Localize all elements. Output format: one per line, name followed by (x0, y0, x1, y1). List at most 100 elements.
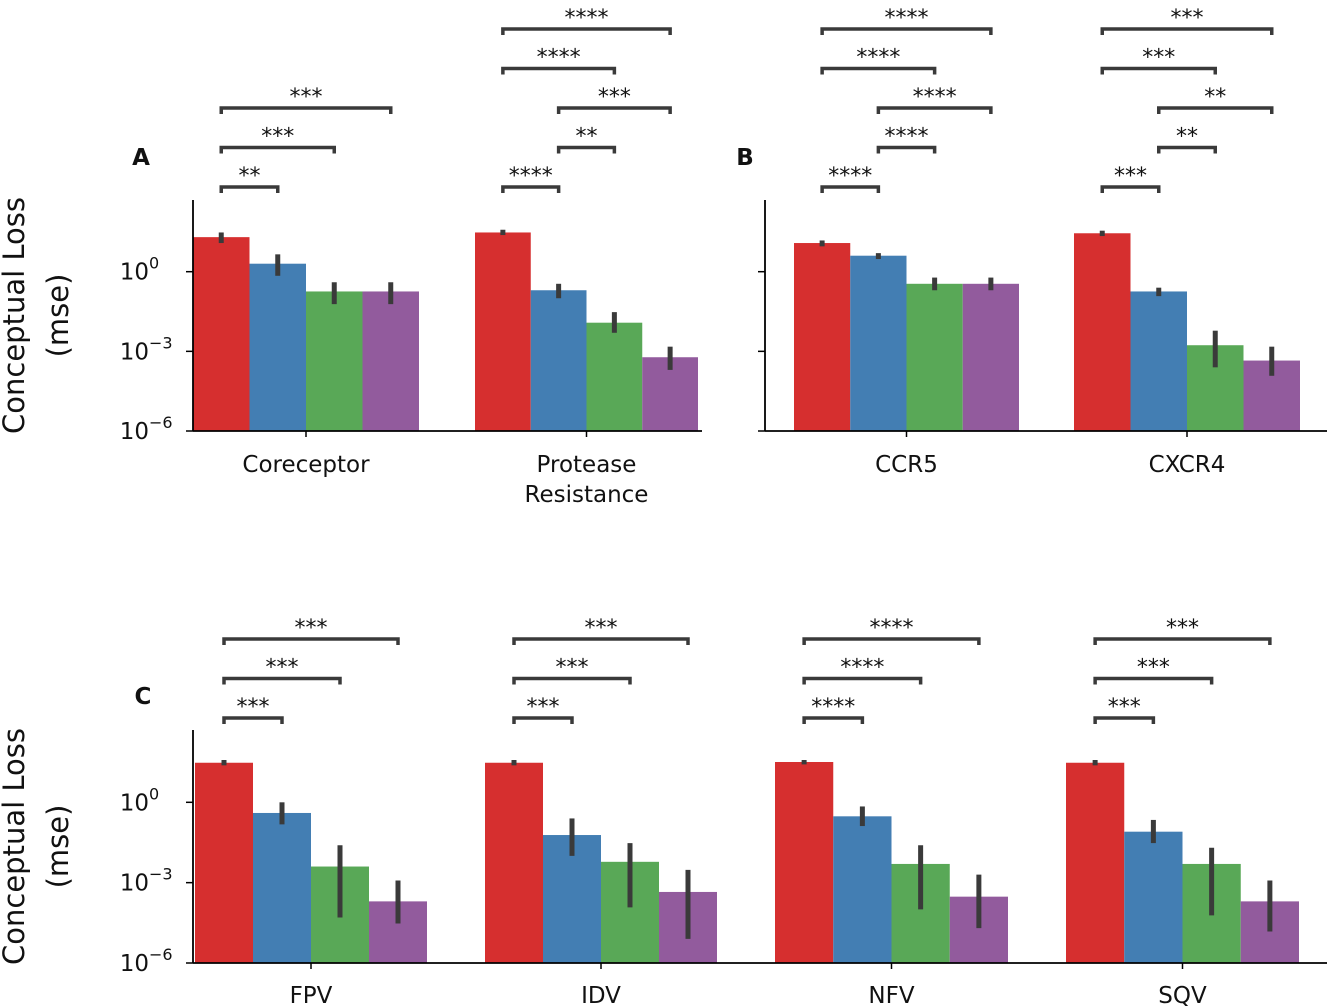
bar (193, 237, 250, 431)
bracket-line (802, 637, 981, 645)
significance-label: **** (537, 46, 581, 71)
significance-label: **** (885, 6, 929, 31)
significance-label: *** (1171, 6, 1204, 31)
significance-label: **** (509, 164, 553, 189)
significance-bracket: **** (501, 6, 672, 35)
significance-bracket: **** (802, 656, 923, 685)
significance-label: *** (295, 616, 328, 641)
bar (1074, 233, 1131, 431)
category-label: CXCR4 (1149, 452, 1226, 478)
panel-letter: C (135, 684, 152, 710)
category-label: CCR5 (875, 452, 938, 478)
bracket-line (802, 676, 923, 685)
panel-B: CCR5 CXCR4B******************************… (736, 6, 1327, 478)
bracket-line (876, 145, 937, 154)
bar (833, 816, 892, 963)
significance-label: **** (840, 656, 884, 681)
significance-bracket: ** (1157, 125, 1217, 154)
bracket-line (1100, 185, 1161, 193)
bar (906, 283, 963, 431)
y-tick-label: 10 (120, 260, 149, 286)
bar (195, 762, 253, 963)
significance-bracket: **** (820, 6, 993, 35)
bar (485, 762, 543, 963)
y-tick-label: 10 (120, 339, 149, 365)
y-tick-exponent: −3 (149, 333, 173, 352)
y-axis-label: (mse) (41, 274, 75, 358)
significance-bracket: **** (501, 164, 561, 193)
bar (543, 835, 601, 963)
bracket-line (1157, 106, 1274, 114)
significance-label: **** (828, 164, 872, 189)
panel-letter: B (736, 145, 754, 171)
y-tick-exponent: 0 (149, 784, 159, 803)
significance-bracket: **** (501, 46, 617, 75)
significance-bracket: *** (512, 695, 574, 724)
y-tick-exponent: −6 (149, 945, 173, 964)
bracket-line (512, 716, 574, 724)
bar (586, 322, 643, 431)
significance-bracket: *** (1100, 164, 1161, 193)
significance-label: *** (266, 656, 299, 681)
significance-label: **** (870, 616, 914, 641)
significance-label: **** (885, 125, 929, 150)
category-label: IDV (581, 983, 621, 1007)
significance-label: *** (1114, 164, 1147, 189)
bar (362, 291, 419, 431)
significance-label: **** (565, 6, 609, 31)
category-label: Coreceptor (242, 452, 370, 478)
significance-label: *** (290, 85, 323, 110)
y-tick-label: 10 (120, 790, 149, 816)
bar (249, 263, 306, 431)
significance-label: *** (261, 125, 294, 150)
significance-bracket: *** (1093, 695, 1156, 724)
y-tick-label: 10 (120, 951, 149, 977)
bracket-line (1100, 66, 1217, 75)
panel-letter: A (132, 145, 150, 171)
bracket-line (219, 145, 336, 154)
bracket-line (501, 66, 617, 75)
bracket-line (820, 27, 993, 35)
y-tick-exponent: −3 (149, 865, 173, 884)
significance-bracket: ** (1157, 85, 1274, 114)
bracket-line (222, 716, 284, 724)
significance-bracket: ** (219, 164, 280, 193)
significance-bracket: *** (219, 125, 336, 154)
significance-bracket: *** (222, 695, 284, 724)
bar (253, 812, 311, 963)
bracket-line (1093, 676, 1214, 685)
bracket-line (222, 676, 342, 685)
significance-bracket: *** (1093, 656, 1214, 685)
bracket-line (556, 145, 617, 154)
significance-label: *** (1108, 695, 1141, 720)
bracket-line (219, 185, 280, 193)
significance-label: ** (239, 164, 261, 189)
y-axis-label: (mse) (41, 805, 75, 889)
bracket-line (820, 185, 881, 193)
significance-bracket: *** (1100, 46, 1217, 75)
significance-label: ** (1176, 125, 1198, 150)
bracket-line (501, 27, 672, 35)
significance-label: *** (556, 656, 589, 681)
y-tick-exponent: 0 (149, 254, 159, 273)
bracket-line (219, 106, 393, 114)
bar (1124, 831, 1183, 963)
significance-bracket: **** (802, 695, 865, 724)
significance-label: *** (585, 616, 618, 641)
bar (1130, 291, 1187, 431)
significance-label: *** (527, 695, 560, 720)
bar (962, 283, 1019, 431)
bracket-line (820, 66, 937, 75)
significance-bracket: ** (556, 125, 617, 154)
bar (1066, 762, 1125, 963)
significance-label: *** (237, 695, 270, 720)
y-tick-label: 10 (120, 871, 149, 897)
bar (530, 290, 587, 431)
bracket-line (222, 637, 400, 645)
bracket-line (1157, 145, 1217, 154)
bar (475, 232, 531, 431)
category-label: SQV (1158, 983, 1207, 1007)
significance-bracket: *** (219, 85, 393, 114)
